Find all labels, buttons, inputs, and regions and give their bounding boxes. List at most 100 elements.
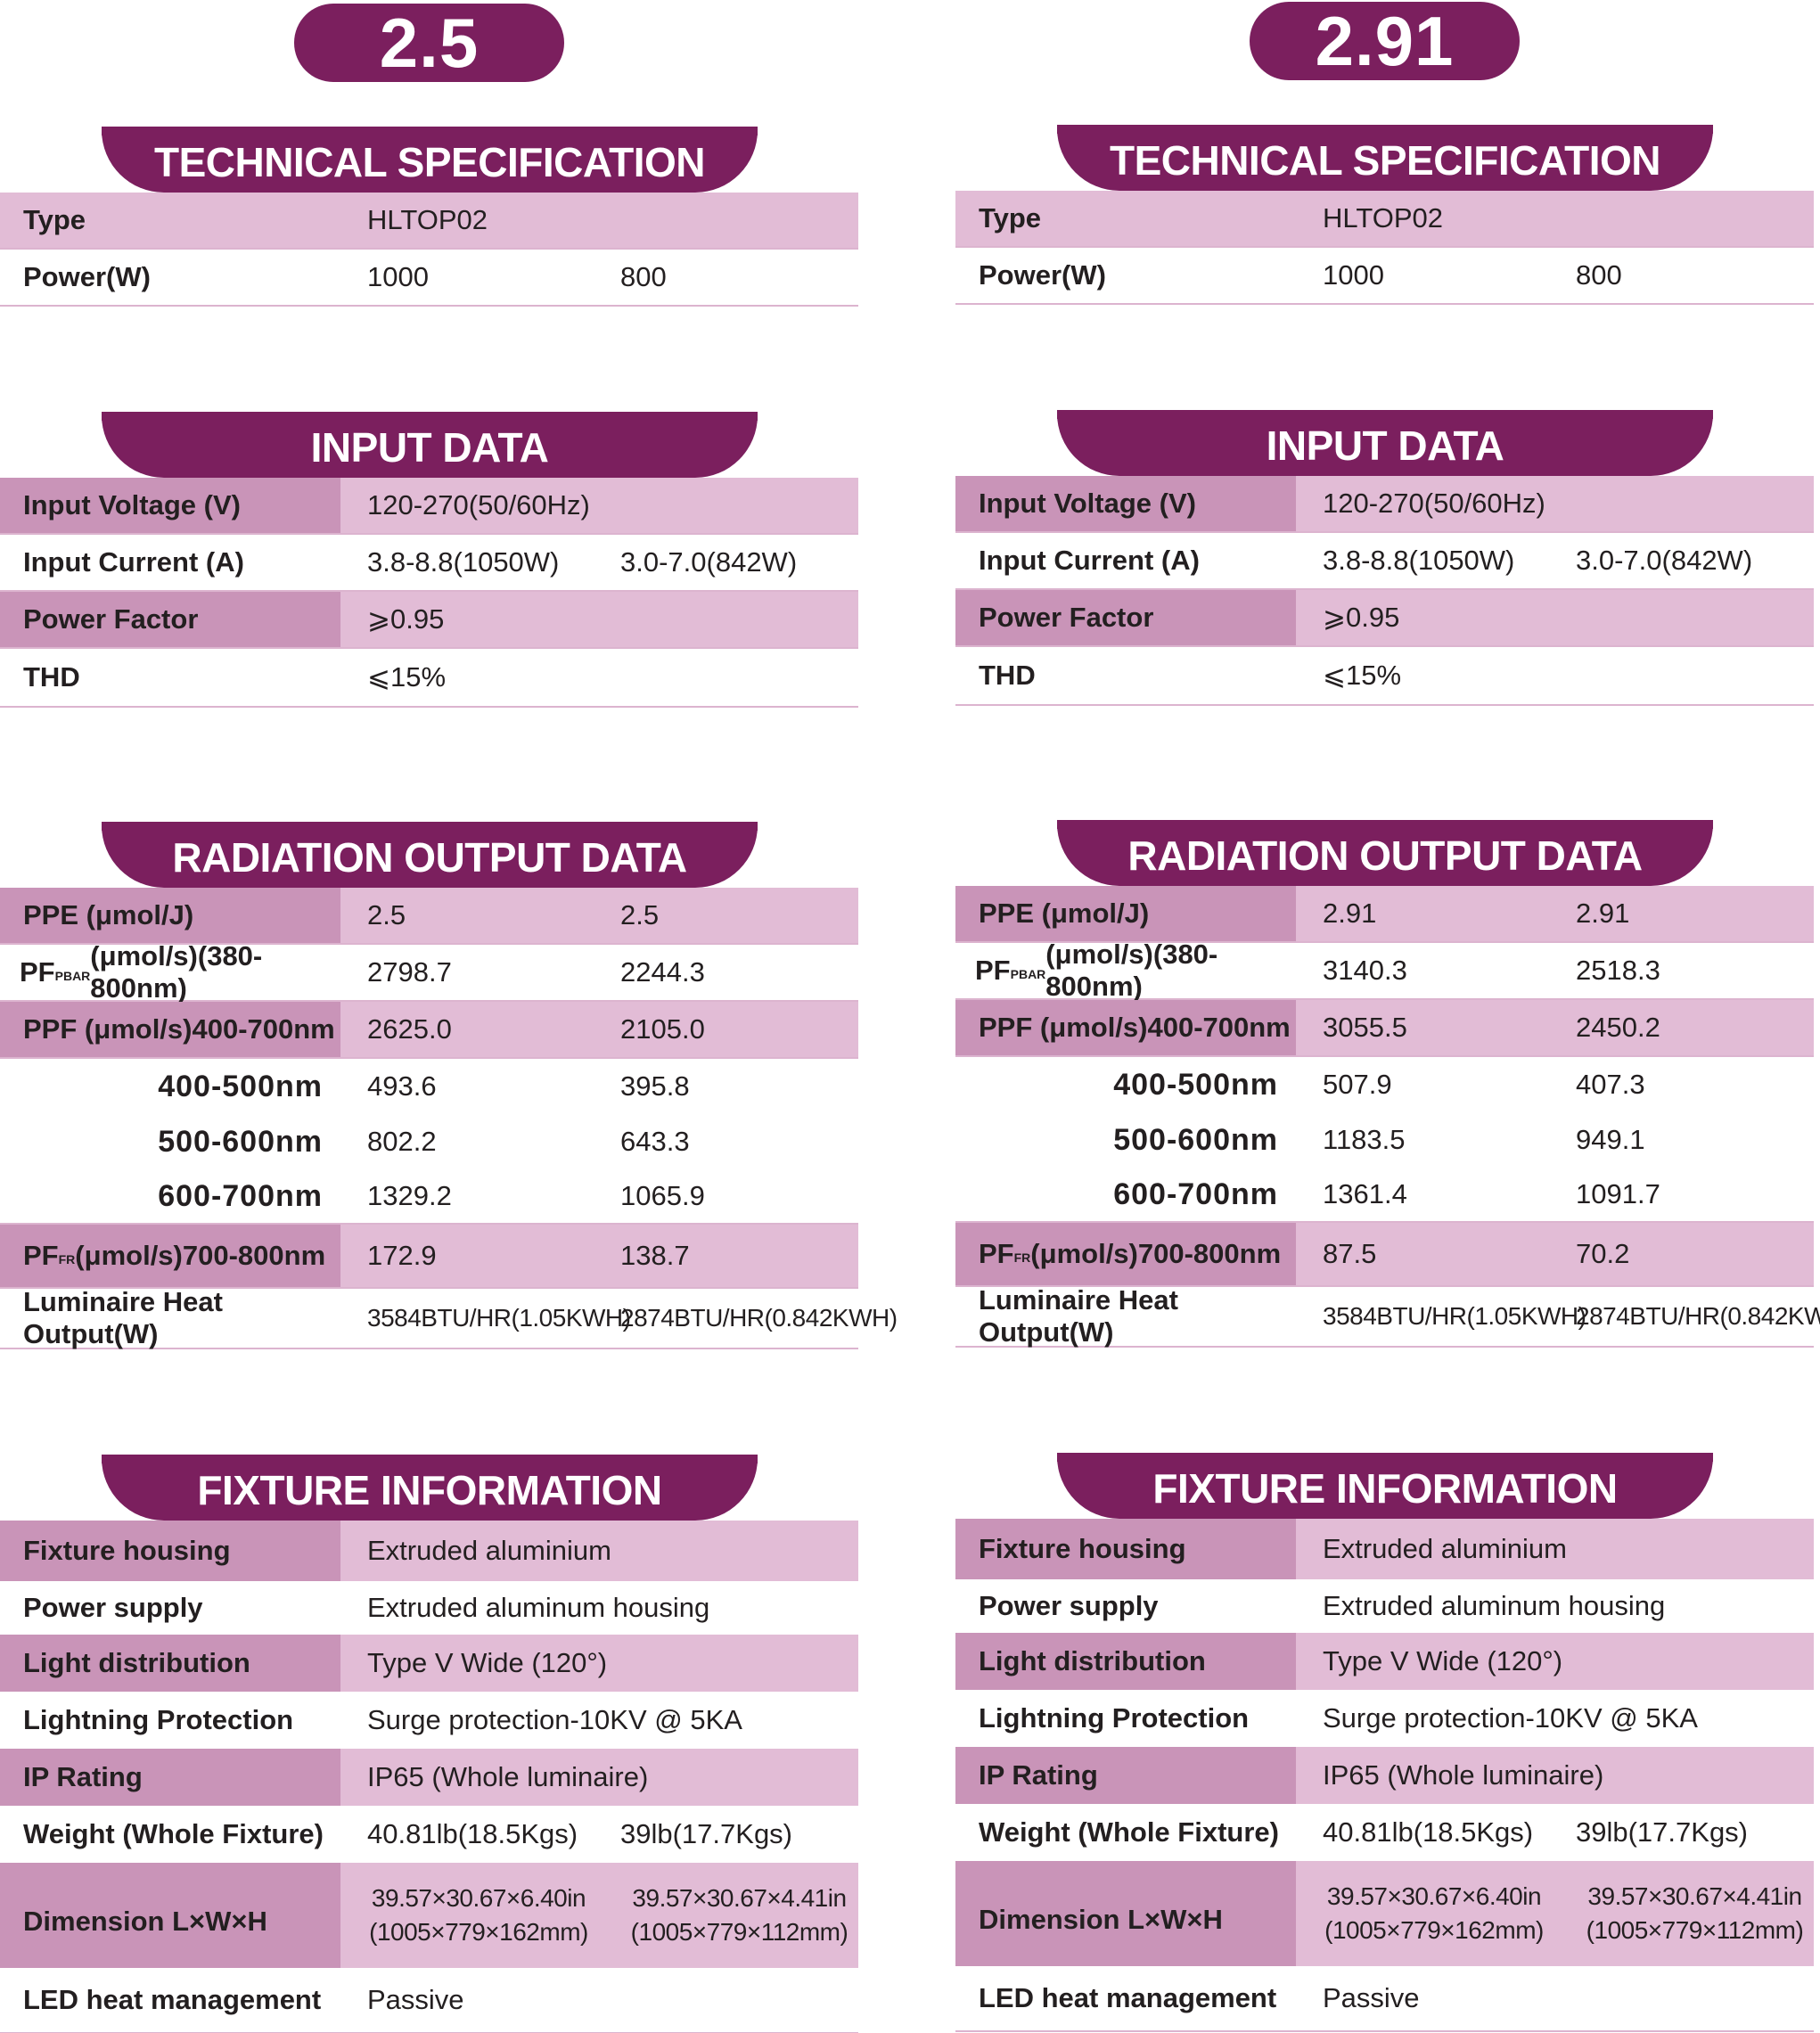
row-label: PPE (μmol/J) (0, 888, 340, 943)
spec-row-light-distribution: Light distribution Type V Wide (120°) (0, 1635, 858, 1692)
label-suffix: (μmol/s)700-800nm (1030, 1238, 1282, 1269)
row-label: THD (979, 660, 1036, 691)
row-value: ⩾0.95 (1323, 602, 1400, 633)
row-label: Fixture housing (955, 1519, 1296, 1579)
row-value-2: 39lb(17.7Kgs) (620, 1818, 793, 1849)
spec-row-fixture-housing: Fixture housing Extruded aluminium (0, 1521, 858, 1581)
row-label: 500-600nm (158, 1124, 323, 1159)
row-label: LED heat management (23, 1984, 322, 2015)
row-label: IP Rating (955, 1747, 1296, 1804)
row-value-1: 40.81lb(18.5Kgs) (367, 1818, 578, 1849)
row-value: Extruded aluminum housing (367, 1592, 710, 1623)
dimension-mm: (1005×779×112mm) (630, 1918, 849, 1946)
dimension-mm: (1005×779×112mm) (1586, 1916, 1804, 1944)
spec-row-power: Power(W) 1000 800 (0, 250, 858, 307)
spec-row-ppf: PPF (μmol/s)400-700nm 2625.0 2105.0 (0, 1002, 858, 1059)
spec-row-pfbar: PF PBAR (μmol/s)(380-800nm) 3140.3 2518.3 (955, 939, 1814, 1002)
radiation-output-section: RADIATION OUTPUT DATA PPE (μmol/J) 2.5 2… (0, 822, 898, 1349)
label-suffix: (μmol/s)(380-800nm) (90, 940, 263, 1004)
dimension-mm: (1005×779×162mm) (1324, 1916, 1544, 1944)
row-label: Power supply (23, 1592, 203, 1623)
spec-row-ip-rating: IP Rating IP65 (Whole luminaire) (0, 1749, 858, 1806)
fixture-information-section: FIXTURE INFORMATION Fixture housing Extr… (0, 1455, 858, 2033)
row-value: IP65 (Whole luminaire) (1323, 1759, 1604, 1791)
row-value-2: 643.3 (620, 1126, 690, 1157)
row-label: Input Voltage (V) (0, 478, 340, 533)
row-value-2: 800 (620, 261, 667, 292)
row-value-2: 395.8 (620, 1070, 690, 1102)
row-label: Power supply (979, 1590, 1159, 1621)
label-subscript: FR (1013, 1250, 1031, 1265)
row-label: Input Voltage (V) (955, 476, 1296, 531)
row-value-2: 2244.3 (620, 956, 705, 988)
row-value-1: 507.9 (1323, 1069, 1392, 1100)
spec-row-power-factor: Power Factor ⩾0.95 (0, 592, 858, 649)
spec-row-pffr: PF FR (μmol/s)700-800nm 172.9 138.7 (0, 1225, 858, 1289)
row-value: ⩾0.95 (367, 603, 445, 635)
label-subscript: FR (58, 1252, 76, 1267)
spec-row-power: Power(W) 1000 800 (955, 248, 1814, 305)
row-label: Weight (Whole Fixture) (979, 1816, 1279, 1848)
row-label: Power(W) (979, 259, 1106, 291)
spec-row-weight: Weight (Whole Fixture) 40.81lb(18.5Kgs) … (0, 1806, 858, 1863)
section-header: TECHNICAL SPECIFICATION (1057, 125, 1713, 191)
row-label: Power(W) (23, 261, 151, 292)
row-value-2: 2874BTU/HR(0.842KWH) (620, 1304, 898, 1332)
row-label: 600-700nm (158, 1178, 323, 1213)
spec-row-led-heat-management: LED heat management Passive (955, 1966, 1814, 2032)
row-value: Extruded aluminium (367, 1535, 611, 1566)
spec-row-ppe: PPE (μmol/J) 2.5 2.5 (0, 888, 858, 945)
section-header: FIXTURE INFORMATION (1057, 1453, 1713, 1519)
dimension-inches: 39.57×30.67×6.40in (371, 1884, 586, 1912)
spec-row-ip-rating: IP Rating IP65 (Whole luminaire) (955, 1747, 1814, 1804)
label-suffix: (μmol/s)(380-800nm) (1045, 939, 1218, 1002)
row-value-2: 1065.9 (620, 1180, 705, 1211)
dimension-mm: (1005×779×162mm) (369, 1918, 588, 1946)
row-value-1: 40.81lb(18.5Kgs) (1323, 1816, 1534, 1848)
spec-row-lightning-protection: Lightning Protection Surge protection-10… (0, 1692, 858, 1749)
row-label: PPF (μmol/s)400-700nm (955, 1000, 1296, 1055)
row-label: LED heat management (979, 1982, 1277, 2013)
row-label: PF PBAR (μmol/s)(380-800nm) (955, 939, 1296, 1002)
section-header: TECHNICAL SPECIFICATION (102, 127, 758, 193)
section-header: FIXTURE INFORMATION (102, 1455, 758, 1521)
label-suffix: (μmol/s)700-800nm (75, 1240, 326, 1271)
row-label: Luminaire Heat Output(W) (979, 1284, 1178, 1348)
row-label: Weight (Whole Fixture) (23, 1818, 324, 1849)
row-value: IP65 (Whole luminaire) (367, 1761, 649, 1792)
spec-row-led-heat-management: LED heat management Passive (0, 1968, 858, 2033)
row-label: PF FR (μmol/s)700-800nm (955, 1223, 1296, 1285)
row-value-2: 800 (1576, 259, 1622, 291)
row-value-1: 1000 (367, 261, 429, 292)
spec-row-thd: THD ⩽15% (0, 649, 858, 708)
spec-column-right: 2.91 TECHNICAL SPECIFICATION Type HLTOP0… (955, 0, 1820, 2033)
row-value-1: 2625.0 (367, 1013, 452, 1045)
spec-row-input-voltage: Input Voltage (V) 120-270(50/60Hz) (955, 476, 1814, 533)
row-value-2: 70.2 (1576, 1238, 1630, 1269)
row-label: Input Current (A) (979, 545, 1200, 576)
row-value-1: 1361.4 (1323, 1178, 1407, 1209)
row-label: THD (23, 661, 80, 693)
spec-row-weight: Weight (Whole Fixture) 40.81lb(18.5Kgs) … (955, 1804, 1814, 1861)
spec-row-type: Type HLTOP02 (955, 191, 1814, 248)
row-value: Extruded aluminum housing (1323, 1590, 1666, 1621)
spec-row-thd: THD ⩽15% (955, 647, 1814, 706)
row-value-1: 1000 (1323, 259, 1384, 291)
row-label: Lightning Protection (979, 1702, 1250, 1734)
row-value-1: 2.91 (1323, 898, 1377, 929)
fixture-information-section: FIXTURE INFORMATION Fixture housing Extr… (955, 1453, 1814, 2032)
technical-specification-section: TECHNICAL SPECIFICATION Type HLTOP02 Pow… (955, 125, 1814, 305)
row-label: Input Current (A) (23, 546, 244, 578)
row-label: Dimension L×W×H (955, 1861, 1296, 1966)
row-label: Dimension L×W×H (0, 1863, 340, 1968)
radiation-output-section: RADIATION OUTPUT DATA PPE (μmol/J) 2.91 … (955, 820, 1820, 1348)
spec-row-power-supply: Power supply Extruded aluminum housing (0, 1581, 858, 1635)
row-value-1: 3140.3 (1323, 955, 1407, 986)
row-label: Lightning Protection (23, 1704, 294, 1735)
row-label: 500-600nm (1113, 1122, 1278, 1157)
row-value-1: 2798.7 (367, 956, 452, 988)
spec-row-type: Type HLTOP02 (0, 193, 858, 250)
row-value-1: 87.5 (1323, 1238, 1377, 1269)
row-value-1: 39.57×30.67×6.40in (1005×779×162mm) (1296, 1861, 1545, 1966)
row-value: Passive (1323, 1982, 1420, 2013)
